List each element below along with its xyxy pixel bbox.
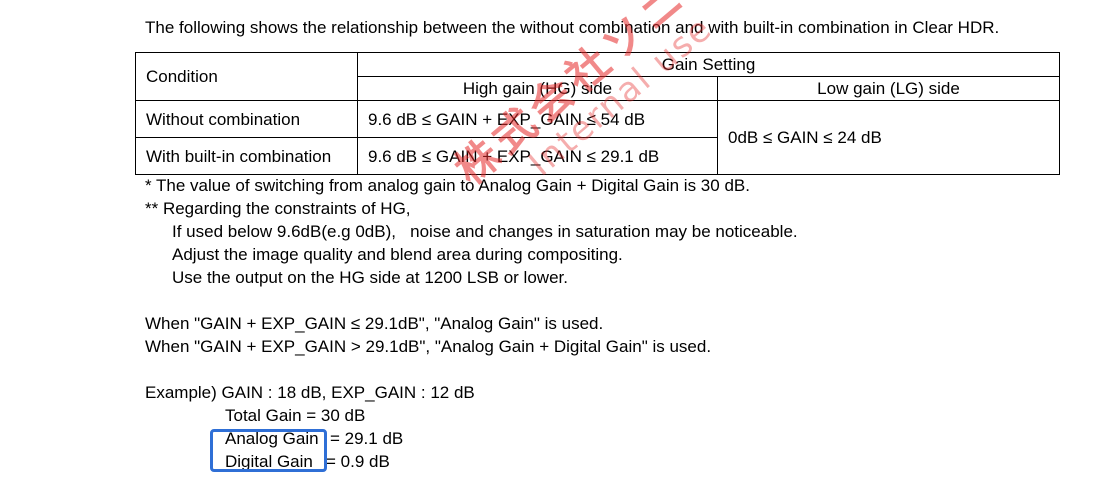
row-condition: Without combination [135, 100, 358, 138]
row-condition: With built-in combination [135, 137, 358, 175]
example-digital-value: = 0.9 dB [326, 452, 390, 471]
lg-value: 0dB ≤ GAIN ≤ 24 dB [717, 100, 1060, 175]
example-analog-label: Analog Gain [225, 429, 319, 448]
row-hg-value: 9.6 dB ≤ GAIN + EXP_GAIN ≤ 29.1 dB [357, 137, 718, 175]
condition-header: Condition [135, 52, 358, 101]
example-total-gain: Total Gain = 30 dB [225, 406, 366, 425]
lg-header: Low gain (LG) side [717, 76, 1060, 101]
note-hg-line: Adjust the image quality and blend area … [172, 245, 623, 264]
note-hg-line: Use the output on the HG side at 1200 LS… [172, 268, 568, 287]
rule-analog-digital: When "GAIN + EXP_GAIN > 29.1dB", "Analog… [145, 337, 712, 356]
hg-header: High gain (HG) side [357, 76, 718, 101]
row-hg-value: 9.6 dB ≤ GAIN + EXP_GAIN ≤ 54 dB [357, 100, 718, 138]
rule-analog: When "GAIN + EXP_GAIN ≤ 29.1dB", "Analog… [145, 314, 604, 333]
gain-table: Condition Gain Setting High gain (HG) si… [135, 52, 1060, 175]
table-row: Without combination 9.6 dB ≤ GAIN + EXP_… [135, 100, 1060, 175]
note-switching: * The value of switching from analog gai… [145, 176, 750, 195]
note-hg-constraints: ** Regarding the constraints of HG, [145, 199, 411, 218]
highlight-box [210, 429, 327, 472]
note-hg-line: If used below 9.6dB(e.g 0dB), noise and … [172, 222, 798, 241]
example-analog-value: = 29.1 dB [330, 429, 404, 448]
example-digital-label: Digital Gain [225, 452, 313, 471]
table-row: With built-in combination 9.6 dB ≤ GAIN … [135, 137, 1060, 175]
gain-setting-header: Gain Setting [357, 52, 1060, 77]
example-heading: Example) GAIN : 18 dB, EXP_GAIN : 12 dB [145, 383, 475, 402]
intro-text: The following shows the relationship bet… [145, 18, 1000, 37]
